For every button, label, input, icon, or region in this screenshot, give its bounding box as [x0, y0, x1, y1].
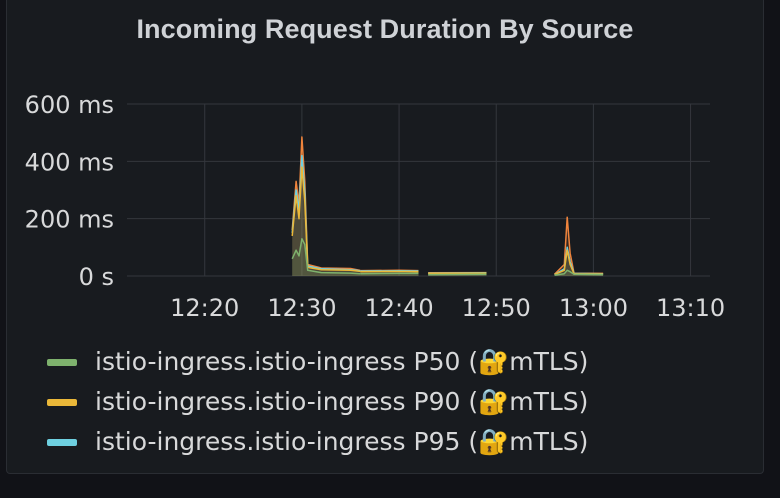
series-line	[554, 269, 604, 276]
series-area	[292, 167, 361, 276]
legend-swatch-p95	[47, 438, 77, 446]
legend-item-p95[interactable]: istio-ingress.istio-ingress P95 (🔐mTLS)	[47, 422, 588, 462]
x-tick-label: 12:50	[462, 294, 531, 322]
legend-label-p95: istio-ingress.istio-ingress P95 (🔐mTLS)	[95, 427, 589, 456]
legend-item-p90[interactable]: istio-ingress.istio-ingress P90 (🔐mTLS)	[47, 382, 588, 422]
y-tick-label: 400 ms	[25, 148, 114, 176]
series-line	[554, 249, 604, 276]
series-line	[553, 216, 604, 275]
x-tick-label: 12:40	[364, 294, 433, 322]
x-tick-label: 13:00	[559, 294, 628, 322]
x-tick-label: 12:30	[267, 294, 336, 322]
series-line	[291, 136, 361, 272]
y-tick-label: 200 ms	[25, 206, 114, 234]
legend-label-p50: istio-ingress.istio-ingress P50 (🔐mTLS)	[95, 347, 589, 376]
x-tick-label: 12:20	[170, 294, 239, 322]
panel-title[interactable]: Incoming Request Duration By Source	[136, 14, 634, 44]
legend-swatch-p90	[47, 398, 77, 406]
y-tick-label: 0 s	[79, 263, 114, 291]
line-chart[interactable]: 0 s 200 ms 400 ms 600 ms 12:20 12:30 12:40 12:5…	[7, 0, 765, 340]
series-line	[554, 246, 604, 276]
series-line	[291, 237, 361, 275]
series-area	[292, 155, 361, 276]
legend-label-p90: istio-ingress.istio-ingress P90 (🔐mTLS)	[95, 387, 589, 416]
chart-panel: Incoming Request Duration By Source 0 s 2…	[6, 0, 764, 474]
series-line	[291, 166, 361, 273]
legend-swatch-p50	[47, 358, 77, 366]
y-tick-label: 600 ms	[25, 91, 114, 119]
x-tick-label: 13:10	[656, 294, 725, 322]
legend: istio-ingress.istio-ingress P50 (🔐mTLS) …	[47, 342, 588, 462]
legend-item-p50[interactable]: istio-ingress.istio-ingress P50 (🔐mTLS)	[47, 342, 588, 382]
series-area	[292, 137, 361, 276]
